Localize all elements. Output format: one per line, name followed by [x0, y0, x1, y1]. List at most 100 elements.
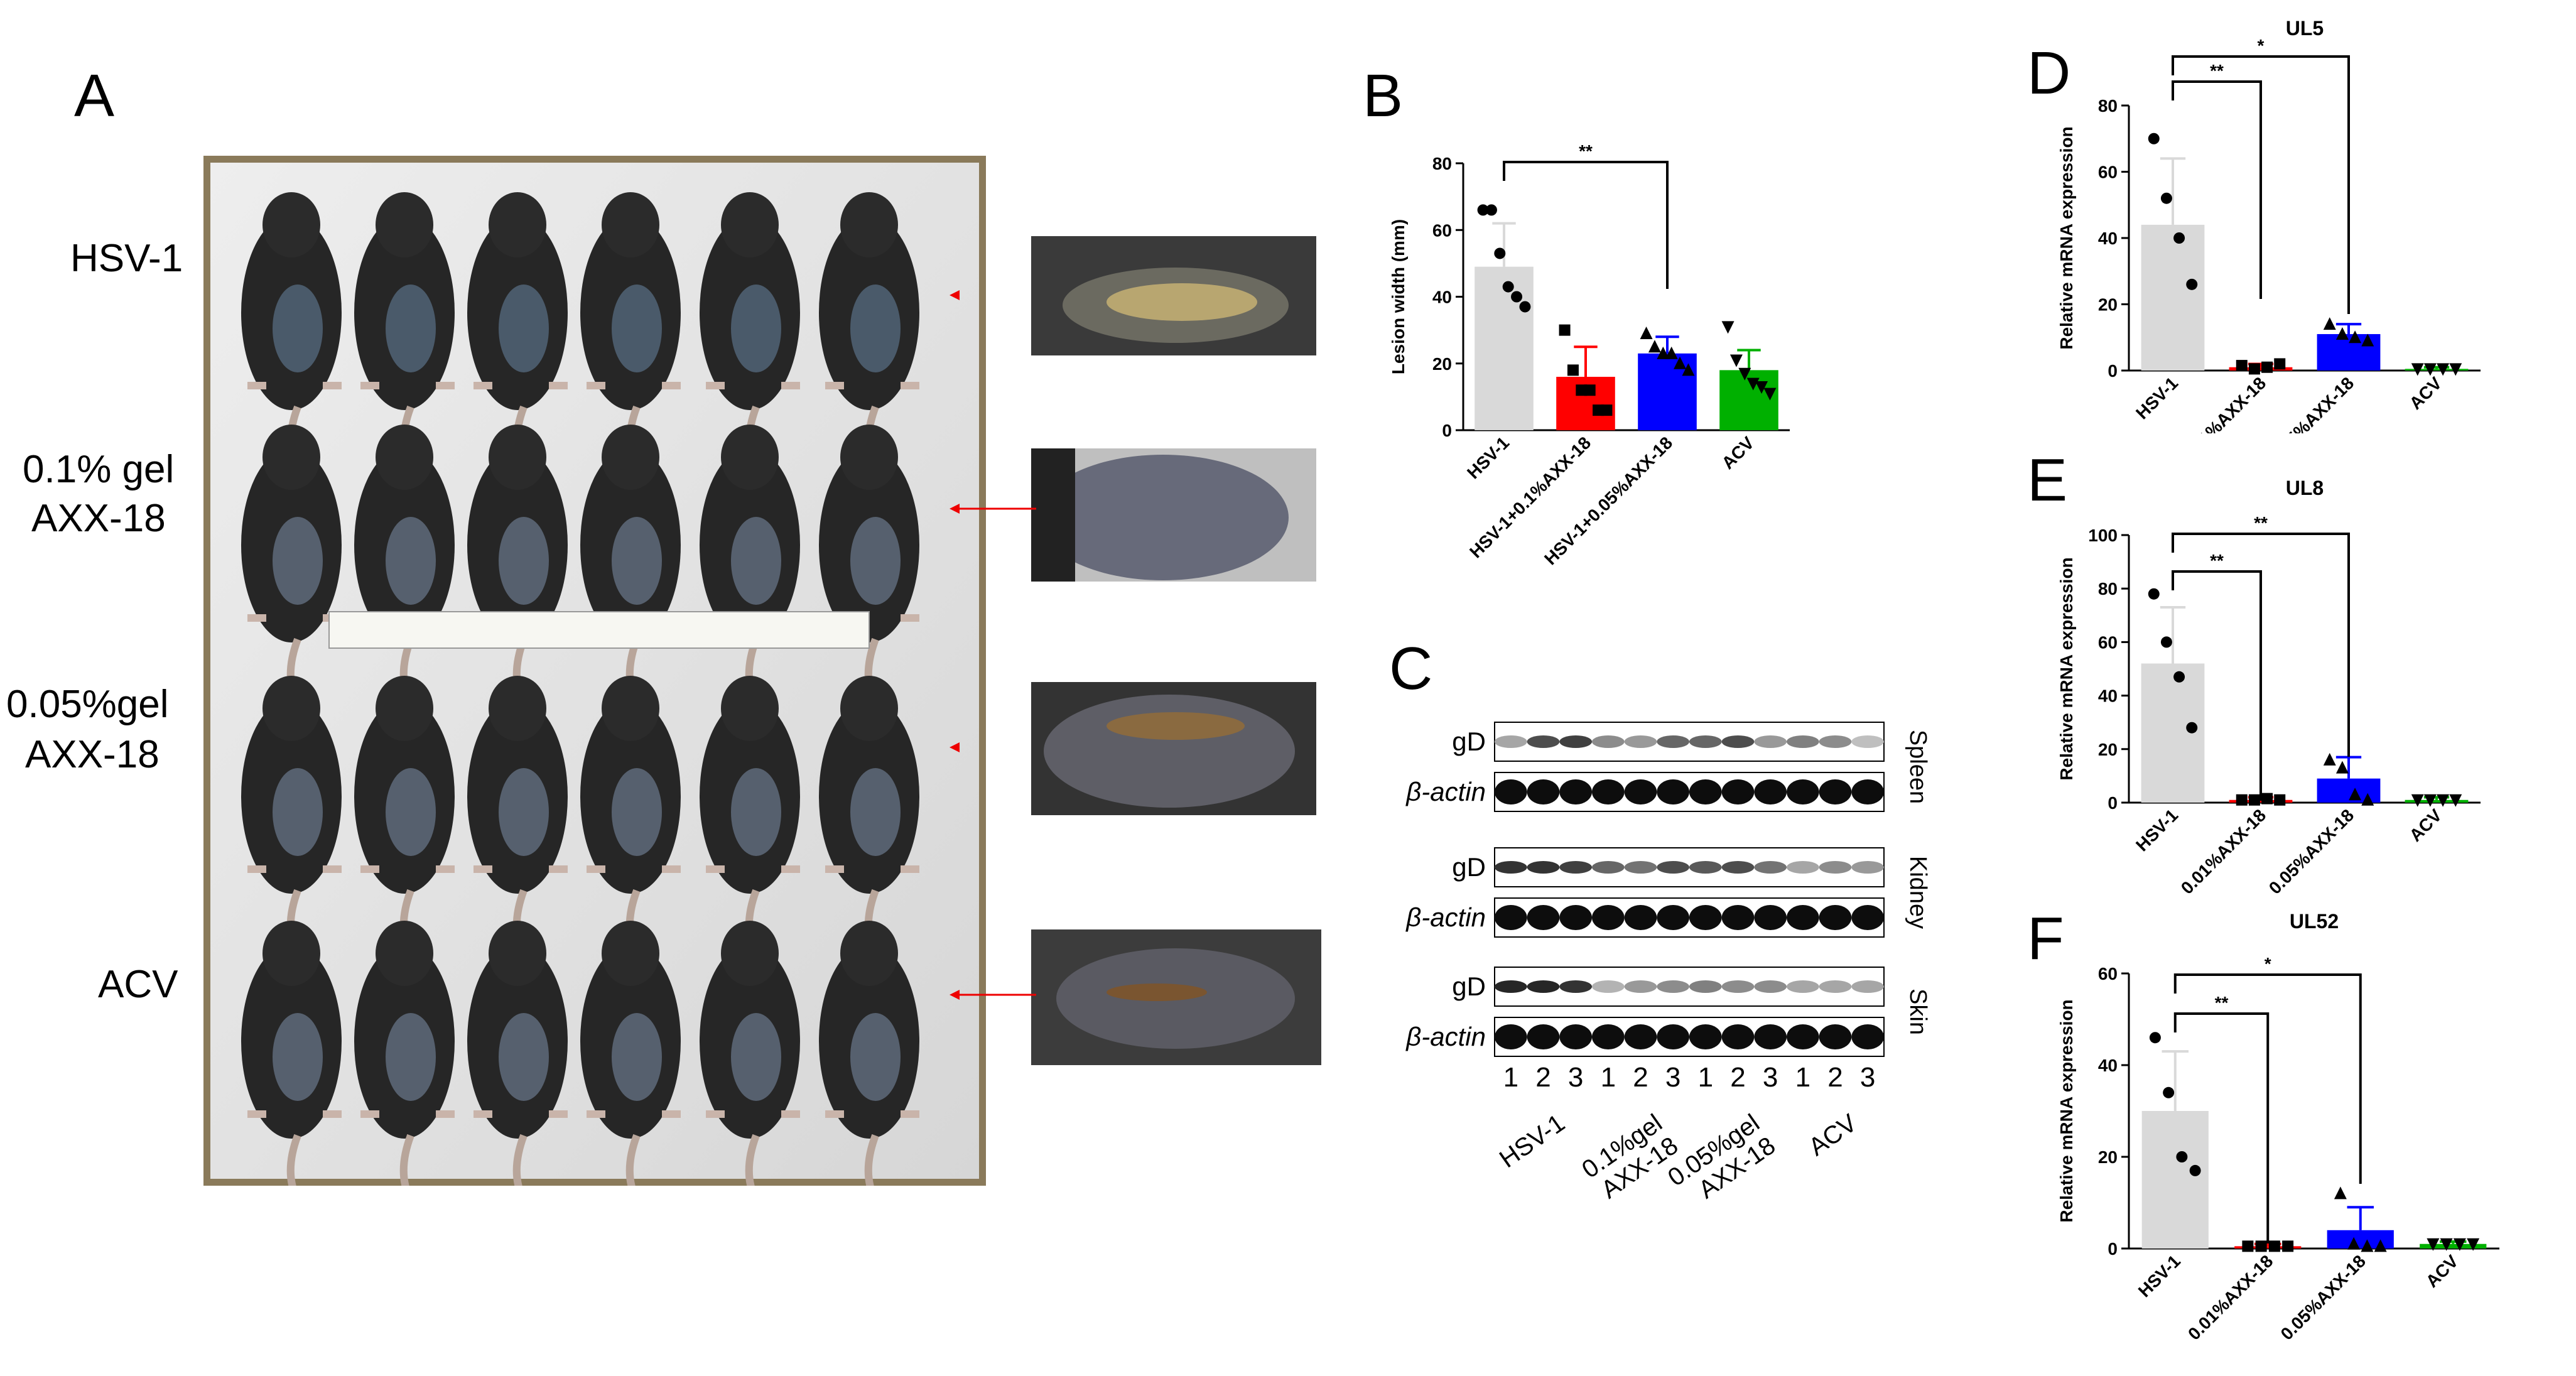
- chart-e: 0 20 40 60 80 100 Relative mRNA expression UL8 H…: [2057, 477, 2481, 898]
- significance-bracket: **: [2172, 61, 2262, 299]
- data-point: [2248, 363, 2260, 375]
- data-point: [1502, 281, 1514, 293]
- data-point: [2423, 794, 2437, 807]
- x-tick-label: 0.01%AXX-18: [2177, 805, 2270, 897]
- band: [1754, 1024, 1787, 1049]
- data-point: [2453, 1238, 2466, 1251]
- significance-label: *: [2258, 36, 2265, 55]
- y-tick-label: 60: [2098, 163, 2118, 182]
- group-label: HSV-1: [1495, 1109, 1570, 1173]
- y-tick-label: 20: [2098, 295, 2118, 315]
- data-point: [1738, 367, 1751, 381]
- data-point: [2274, 794, 2286, 806]
- data-point: [2411, 363, 2424, 376]
- bar: [2420, 1243, 2487, 1249]
- y-tick-label: 40: [2098, 229, 2118, 248]
- band: [1851, 861, 1884, 874]
- group-label-hsv1: HSV-1: [70, 237, 183, 280]
- lane-number: 3: [1763, 1062, 1778, 1093]
- band: [1624, 980, 1657, 993]
- lesion-inset-hsv1: [1031, 236, 1316, 355]
- mouse: [241, 921, 342, 1186]
- band: [1689, 905, 1722, 930]
- significance-bracket: **: [2172, 513, 2350, 757]
- data-point: [1674, 356, 1687, 369]
- bar: [2405, 369, 2469, 371]
- y-tick-label: 60: [2098, 964, 2118, 983]
- band: [1559, 735, 1592, 748]
- y-tick-label: 0: [2108, 361, 2118, 381]
- x-tick-label: HSV-1: [1463, 433, 1513, 482]
- data-point: [2268, 1240, 2280, 1252]
- mouse: [819, 676, 919, 975]
- band: [1851, 980, 1884, 993]
- band: [1592, 779, 1625, 804]
- bar: [2229, 367, 2293, 371]
- y-tick-label: 40: [1432, 288, 1452, 307]
- x-tick-label: 0.05%AXX-18: [2265, 805, 2357, 897]
- significance-bracket: **: [2173, 993, 2270, 1243]
- data-point: [2423, 363, 2437, 376]
- x-tick-label: ACV: [2406, 373, 2446, 413]
- blot-row-label: β-actin: [1405, 777, 1486, 806]
- data-point: [2261, 361, 2273, 373]
- blot-row-label: β-actin: [1405, 902, 1486, 932]
- bar: [1475, 266, 1534, 430]
- data-point: [2189, 1164, 2201, 1176]
- blot-row-gd: [1494, 722, 1885, 762]
- significance-label: **: [2210, 551, 2224, 570]
- data-point: [1511, 291, 1523, 303]
- band: [1689, 779, 1722, 804]
- band: [1624, 1024, 1657, 1049]
- mouse: [819, 921, 919, 1186]
- mouse: [467, 676, 568, 975]
- lane-number: 2: [1633, 1062, 1648, 1093]
- data-point: [2173, 671, 2185, 683]
- data-point: [2255, 1240, 2267, 1252]
- bar: [2234, 1246, 2302, 1249]
- significance-label: **: [1579, 141, 1593, 161]
- lesion-inset-005: [1031, 682, 1316, 815]
- lane-number: 1: [1795, 1062, 1810, 1093]
- data-point: [2347, 1237, 2361, 1250]
- band: [1689, 980, 1722, 993]
- lane-number: 1: [1698, 1062, 1713, 1093]
- band: [1495, 735, 1527, 748]
- bar: [2327, 1230, 2394, 1249]
- band: [1819, 905, 1852, 930]
- band: [1721, 905, 1755, 930]
- chart-d: 0 20 40 60 80 Relative mRNA expression UL5 HSV-…: [2057, 17, 2481, 433]
- data-point: [2334, 1186, 2347, 1200]
- data-point: [2186, 278, 2198, 290]
- lane-number: 2: [1730, 1062, 1745, 1093]
- band: [1819, 1024, 1852, 1049]
- y-tick-label: 80: [2098, 96, 2118, 116]
- mouse: [700, 676, 800, 975]
- data-point: [2349, 788, 2362, 801]
- group-label-01-axx18: AXX-18: [31, 497, 166, 540]
- bar: [2317, 333, 2381, 371]
- data-point: [2449, 363, 2462, 376]
- band: [1657, 861, 1689, 874]
- band: [1721, 861, 1755, 874]
- data-point: [2176, 1151, 2188, 1162]
- y-tick-label: 80: [2098, 579, 2118, 599]
- band: [1657, 905, 1689, 930]
- group-label-acv: ACV: [98, 963, 178, 1006]
- group-label-005-axx18: AXX-18: [25, 733, 160, 776]
- x-tick-label: ACV: [2406, 805, 2446, 845]
- data-point: [1746, 377, 1760, 391]
- significance-label: **: [2210, 61, 2224, 80]
- band: [1624, 735, 1657, 748]
- band: [1592, 735, 1625, 748]
- data-point: [2236, 794, 2248, 806]
- data-point: [2160, 192, 2172, 204]
- blot-row-actin: [1494, 772, 1885, 812]
- y-tick-label: 20: [1432, 354, 1452, 374]
- band: [1592, 1024, 1625, 1049]
- significance-bracket: *: [2172, 36, 2350, 314]
- data-point: [2427, 1238, 2440, 1251]
- band: [1527, 980, 1560, 993]
- mouse: [580, 921, 681, 1186]
- data-point: [1601, 404, 1613, 416]
